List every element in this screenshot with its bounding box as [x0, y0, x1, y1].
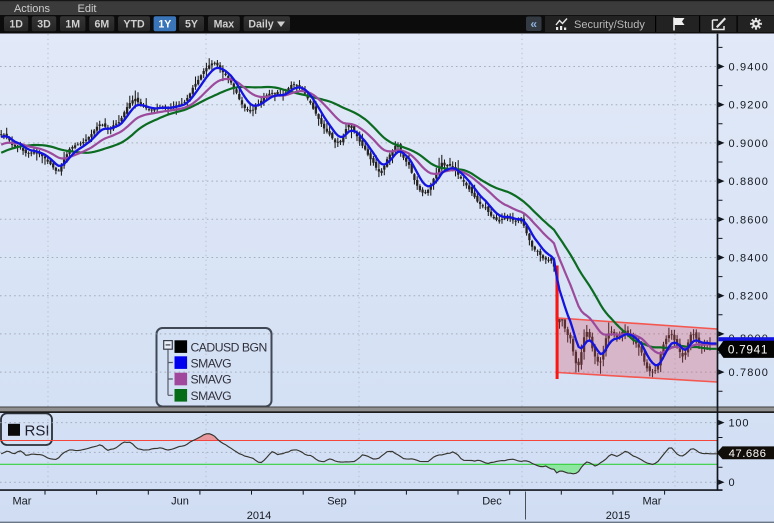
- svg-text:0.7800: 0.7800: [729, 367, 770, 379]
- svg-text:0.7941: 0.7941: [728, 342, 768, 356]
- svg-text:3D: 3D: [37, 19, 51, 31]
- svg-text:Sep: Sep: [327, 496, 347, 508]
- svg-text:1M: 1M: [65, 19, 80, 31]
- svg-text:Dec: Dec: [482, 496, 502, 508]
- svg-text:Max: Max: [214, 19, 235, 31]
- svg-text:6M: 6M: [94, 19, 109, 31]
- svg-text:0.9000: 0.9000: [729, 138, 770, 150]
- svg-text:0.8200: 0.8200: [729, 291, 770, 303]
- svg-text:Jun: Jun: [171, 496, 189, 508]
- svg-text:2014: 2014: [247, 510, 271, 522]
- svg-text:Mar: Mar: [13, 496, 32, 508]
- svg-text:Daily: Daily: [248, 19, 273, 31]
- svg-text:0.8600: 0.8600: [729, 214, 770, 226]
- svg-text:YTD: YTD: [123, 19, 145, 31]
- svg-text:Edit: Edit: [78, 3, 97, 15]
- svg-text:Actions: Actions: [14, 3, 51, 15]
- svg-text:0.8400: 0.8400: [729, 253, 770, 265]
- svg-text:Security/Study: Security/Study: [574, 19, 645, 31]
- svg-text:1D: 1D: [9, 19, 23, 31]
- svg-text:SMAVG: SMAVG: [191, 389, 232, 403]
- svg-text:0.8800: 0.8800: [729, 176, 770, 188]
- svg-text:0.9400: 0.9400: [729, 62, 770, 74]
- svg-text:CADUSD BGN: CADUSD BGN: [191, 340, 267, 354]
- svg-text:Mar: Mar: [643, 496, 662, 508]
- svg-text:2015: 2015: [606, 510, 630, 522]
- svg-text:«: «: [530, 17, 537, 31]
- svg-text:5Y: 5Y: [185, 19, 198, 31]
- svg-text:0.9200: 0.9200: [729, 100, 770, 112]
- svg-text:47.686: 47.686: [729, 448, 767, 460]
- svg-text:SMAVG: SMAVG: [191, 373, 232, 387]
- svg-text:100: 100: [729, 418, 750, 430]
- svg-text:0: 0: [729, 477, 736, 489]
- svg-text:1Y: 1Y: [158, 19, 171, 31]
- svg-text:RSI: RSI: [25, 423, 50, 440]
- svg-text:SMAVG: SMAVG: [191, 356, 232, 370]
